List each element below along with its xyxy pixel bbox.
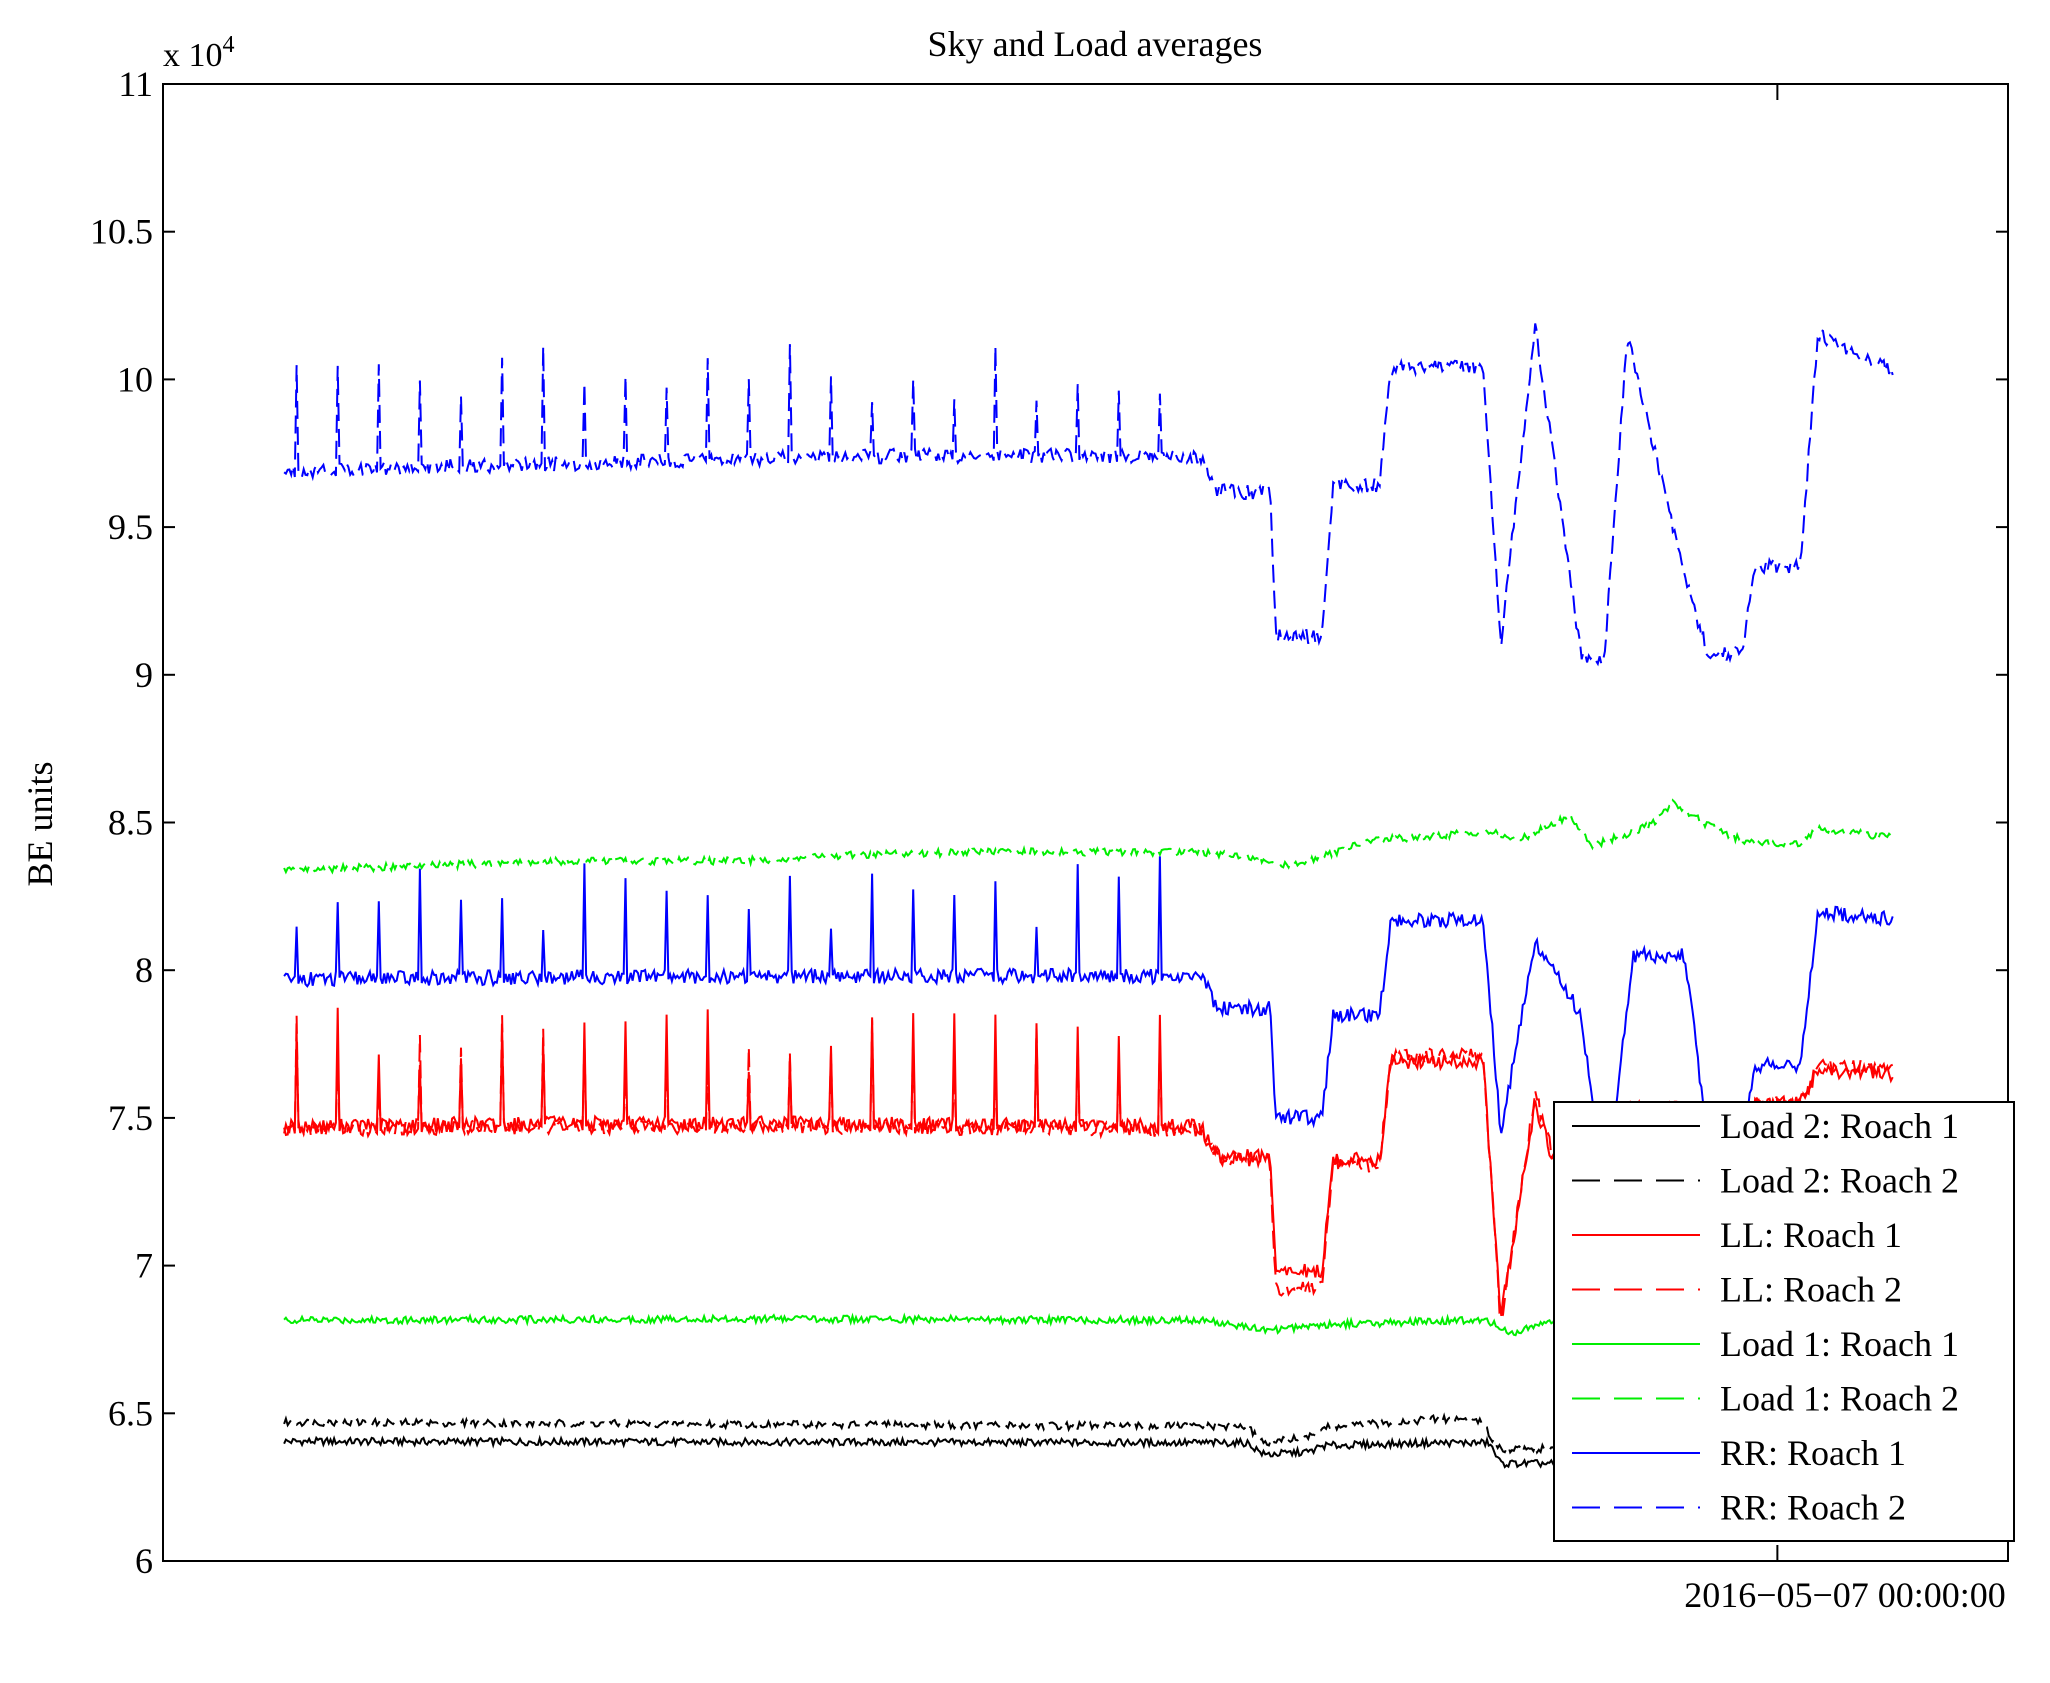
y-ticks: 6 6.5 7 7.5 8 8.5 9 9.5 10 10.5 11 (90, 64, 2008, 1581)
y-multiplier-exponent: 4 (223, 32, 235, 58)
legend-label: Load 1: Roach 1 (1720, 1324, 1959, 1364)
chart-title: Sky and Load averages (928, 24, 1263, 64)
series-line (283, 323, 1894, 668)
y-tick-label: 10 (117, 359, 153, 399)
legend-label: RR: Roach 1 (1720, 1433, 1906, 1473)
series-line (283, 856, 1894, 1208)
x-tick-label: 2016−05−07 00:00:00 (1684, 1575, 2006, 1615)
legend-label: Load 2: Roach 2 (1720, 1161, 1959, 1201)
y-tick-label: 6.5 (108, 1393, 153, 1433)
y-multiplier-base: x 10 (163, 37, 223, 74)
legend: Load 2: Roach 1 Load 2: Roach 2 LL: Roach … (1553, 1101, 2015, 1542)
legend-box (1553, 1101, 2015, 1542)
legend-label: LL: Roach 2 (1720, 1270, 1902, 1310)
legend-label: RR: Roach 2 (1720, 1488, 1906, 1528)
y-tick-label: 9.5 (108, 507, 153, 547)
series-line (283, 798, 1894, 875)
y-tick-label: 8 (135, 950, 153, 990)
y-multiplier: x 104 (163, 32, 235, 74)
y-tick-label: 11 (118, 64, 153, 104)
y-tick-label: 7 (135, 1246, 153, 1286)
y-tick-label: 9 (135, 655, 153, 695)
y-tick-label: 8.5 (108, 803, 153, 843)
y-axis-label: BE units (20, 761, 60, 886)
legend-label: Load 2: Roach 1 (1720, 1106, 1959, 1146)
legend-label: Load 1: Roach 2 (1720, 1379, 1959, 1419)
y-tick-label: 10.5 (90, 212, 153, 252)
y-tick-label: 7.5 (108, 1098, 153, 1138)
legend-label: LL: Roach 1 (1720, 1215, 1902, 1255)
y-tick-label: 6 (135, 1541, 153, 1581)
legend-items: Load 2: Roach 1 Load 2: Roach 2 LL: Roach … (1572, 1106, 1959, 1528)
